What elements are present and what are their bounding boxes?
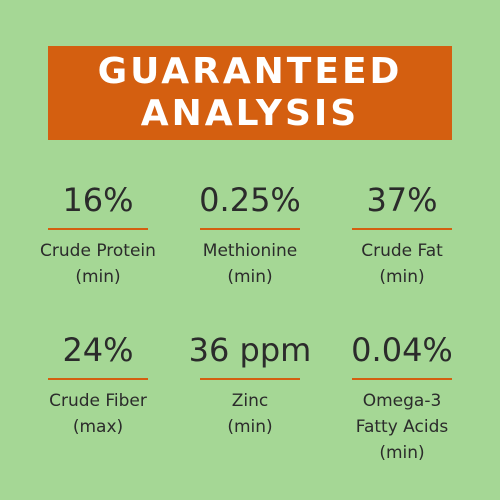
item-qualifier: (max) <box>72 417 124 437</box>
item-qualifier: (min) <box>379 443 425 463</box>
item-qualifier: (min) <box>227 267 273 287</box>
item-label: Methionine <box>202 241 298 261</box>
item-divider <box>48 228 148 230</box>
header-title: GUARANTEED ANALYSIS <box>97 51 403 134</box>
item-label: Omega-3 Fatty Acids <box>355 391 449 437</box>
item-label: Crude Fiber <box>49 391 147 411</box>
item-divider <box>48 378 148 380</box>
item-qualifier: (min) <box>75 267 121 287</box>
item-divider <box>200 228 300 230</box>
analysis-item: 0.04% Omega-3 Fatty Acids (min) <box>327 330 477 466</box>
item-value: 0.04% <box>351 331 453 369</box>
item-label: Crude Fat <box>361 241 443 261</box>
analysis-item: 37% Crude Fat (min) <box>327 180 477 290</box>
item-value: 24% <box>62 331 134 369</box>
item-label: Crude Protein <box>40 241 156 261</box>
analysis-item: 16% Crude Protein (min) <box>23 180 173 290</box>
item-label: Zinc <box>231 391 269 411</box>
item-value: 37% <box>366 181 438 219</box>
item-divider <box>352 378 452 380</box>
item-divider <box>200 378 300 380</box>
item-value: 16% <box>62 181 134 219</box>
item-qualifier: (min) <box>379 267 425 287</box>
item-qualifier: (min) <box>227 417 273 437</box>
item-value: 36 ppm <box>188 331 312 369</box>
analysis-item: 0.25% Methionine (min) <box>175 180 325 290</box>
item-divider <box>352 228 452 230</box>
header-banner: GUARANTEED ANALYSIS <box>48 46 452 140</box>
item-value: 0.25% <box>199 181 301 219</box>
analysis-item: 24% Crude Fiber (max) <box>23 330 173 440</box>
analysis-item: 36 ppm Zinc (min) <box>175 330 325 440</box>
